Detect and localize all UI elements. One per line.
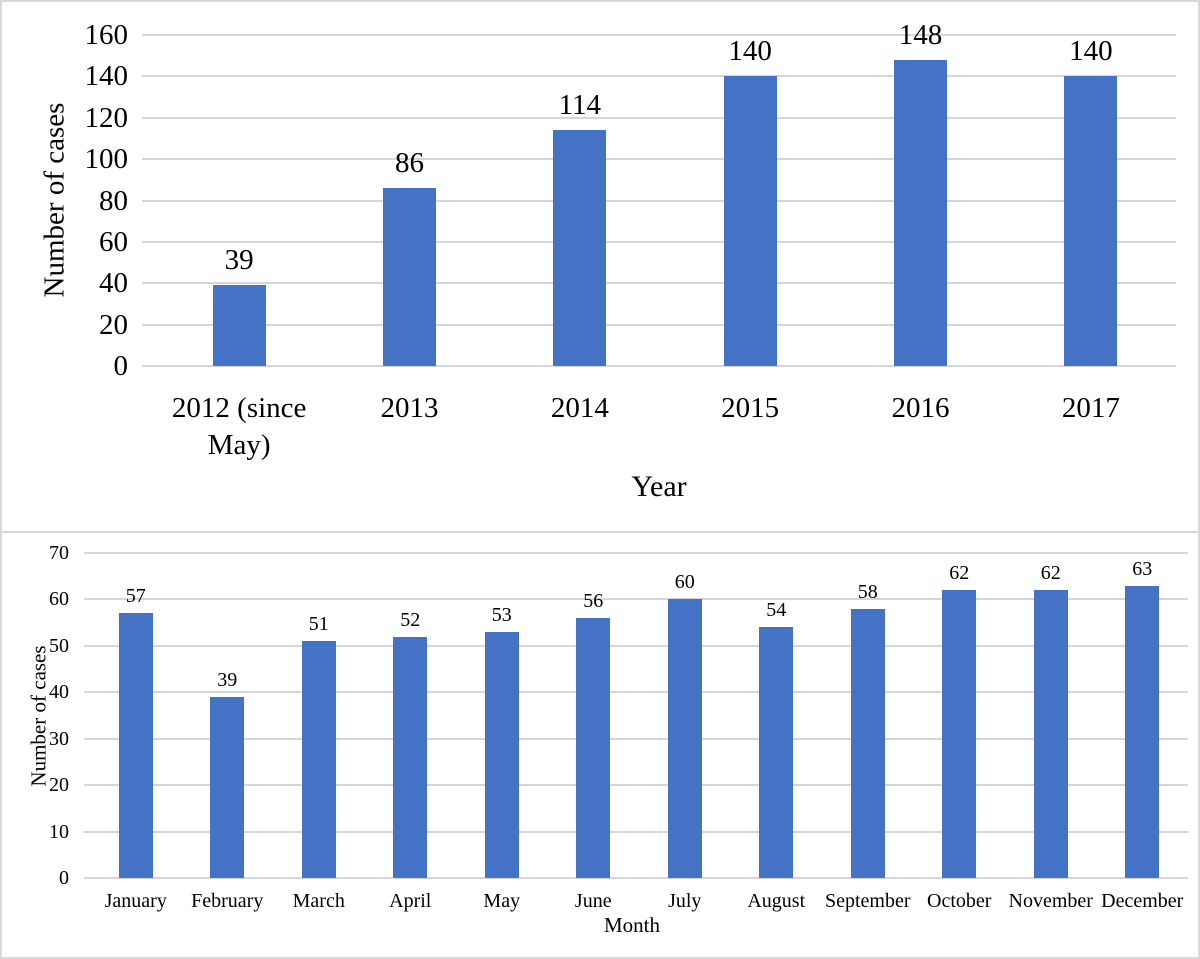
x-category-label: November [1008,890,1093,912]
bar [210,696,245,878]
bar-value-label: 62 [949,562,970,585]
bar-value-label: 140 [728,35,772,68]
x-category-label: 2017 [1061,392,1120,424]
bar [393,636,428,878]
gridline [142,116,1176,119]
x-category-label: June [574,890,612,912]
gridline [142,158,1176,161]
y-tick-label: 60 [49,588,69,611]
x-category-label: January [104,890,167,912]
gridline [84,784,1188,787]
bar [301,641,336,878]
gridline [84,830,1188,833]
x-axis-title: Month [603,913,660,937]
gridline [142,365,1176,367]
yearly-cases-bar-chart: Number of cases Year 0 20 40 60 80 100 120 140 1… [0,0,1200,531]
y-tick-label: 50 [49,634,69,657]
y-tick-label: 20 [49,774,69,797]
gridline [142,75,1176,78]
y-tick-label: 100 [84,143,129,176]
x-category-label: 2013 [380,392,439,424]
gridline [84,737,1188,740]
y-tick-label: 30 [49,727,69,750]
x-category-label: March [292,890,345,912]
y-tick-label: 10 [49,820,69,843]
y-tick-label: 120 [84,101,129,134]
gridline [142,240,1176,243]
x-category-label: 2012 (since May) [171,392,307,461]
monthly-cases-bar-chart: Number of cases Month 0 10 20 30 40 50 60 70 57 J… [0,531,1200,959]
gridline [142,34,1176,36]
bar [759,627,794,878]
bar [484,631,519,878]
gridline [84,598,1188,601]
y-tick-label: 80 [99,184,128,217]
bar-value-label: 58 [857,580,878,603]
y-tick-label: 40 [99,267,128,300]
bar-value-label: 62 [1040,562,1061,585]
bar-value-label: 86 [395,147,424,180]
y-tick-label: 160 [84,19,129,51]
bar-value-label: 60 [674,571,695,594]
y-axis-title: Number of cases [26,645,51,787]
bar [576,618,611,878]
x-category-label: February [191,890,264,912]
y-tick-label: 0 [113,350,129,382]
gridline [84,644,1188,647]
gridline [84,877,1188,879]
bar [850,608,885,878]
bar-value-label: 51 [308,613,329,636]
x-category-label: December [1101,890,1184,912]
bar [212,285,266,366]
gridline [142,282,1176,285]
y-tick-label: 40 [49,681,69,704]
bar-value-label: 39 [224,244,254,277]
bar [667,599,702,878]
bar-value-label: 56 [583,590,604,612]
y-tick-label: 0 [59,867,69,889]
bar-value-label: 63 [1132,557,1153,580]
x-category-label: 2015 [721,392,780,424]
x-category-label: 2014 [550,392,609,424]
bar [1125,585,1160,878]
x-axis-title: Year [631,470,687,503]
x-category-label: October [927,890,992,912]
bar [1064,76,1118,366]
x-category-label: 2016 [891,392,950,424]
y-tick-label: 60 [99,225,128,258]
gridline [142,323,1176,326]
x-category-label: August [747,890,806,912]
bar [1033,590,1068,878]
x-category-label: September [824,890,911,912]
gridline [84,691,1188,694]
bar [553,130,607,366]
bar [383,188,436,366]
bar [894,59,947,366]
bar-value-label: 52 [400,608,421,631]
bar [942,590,977,878]
y-tick-label: 70 [49,542,69,564]
gridline [142,199,1176,202]
bar-value-label: 140 [1069,35,1113,68]
y-tick-label: 20 [99,308,128,341]
x-category-label: May [483,890,521,912]
bar [118,613,153,878]
bar-value-label: 57 [125,585,146,608]
bar-value-label: 39 [217,668,238,691]
bar-value-label: 148 [898,18,943,51]
x-category-label: April [389,890,432,912]
bar-value-label: 53 [491,603,512,626]
bar-value-label: 54 [766,599,787,622]
bar-value-label: 114 [558,89,602,122]
y-tick-label: 140 [84,60,129,93]
bar [723,76,777,366]
x-category-label: July [668,890,702,912]
gridline [84,552,1188,554]
